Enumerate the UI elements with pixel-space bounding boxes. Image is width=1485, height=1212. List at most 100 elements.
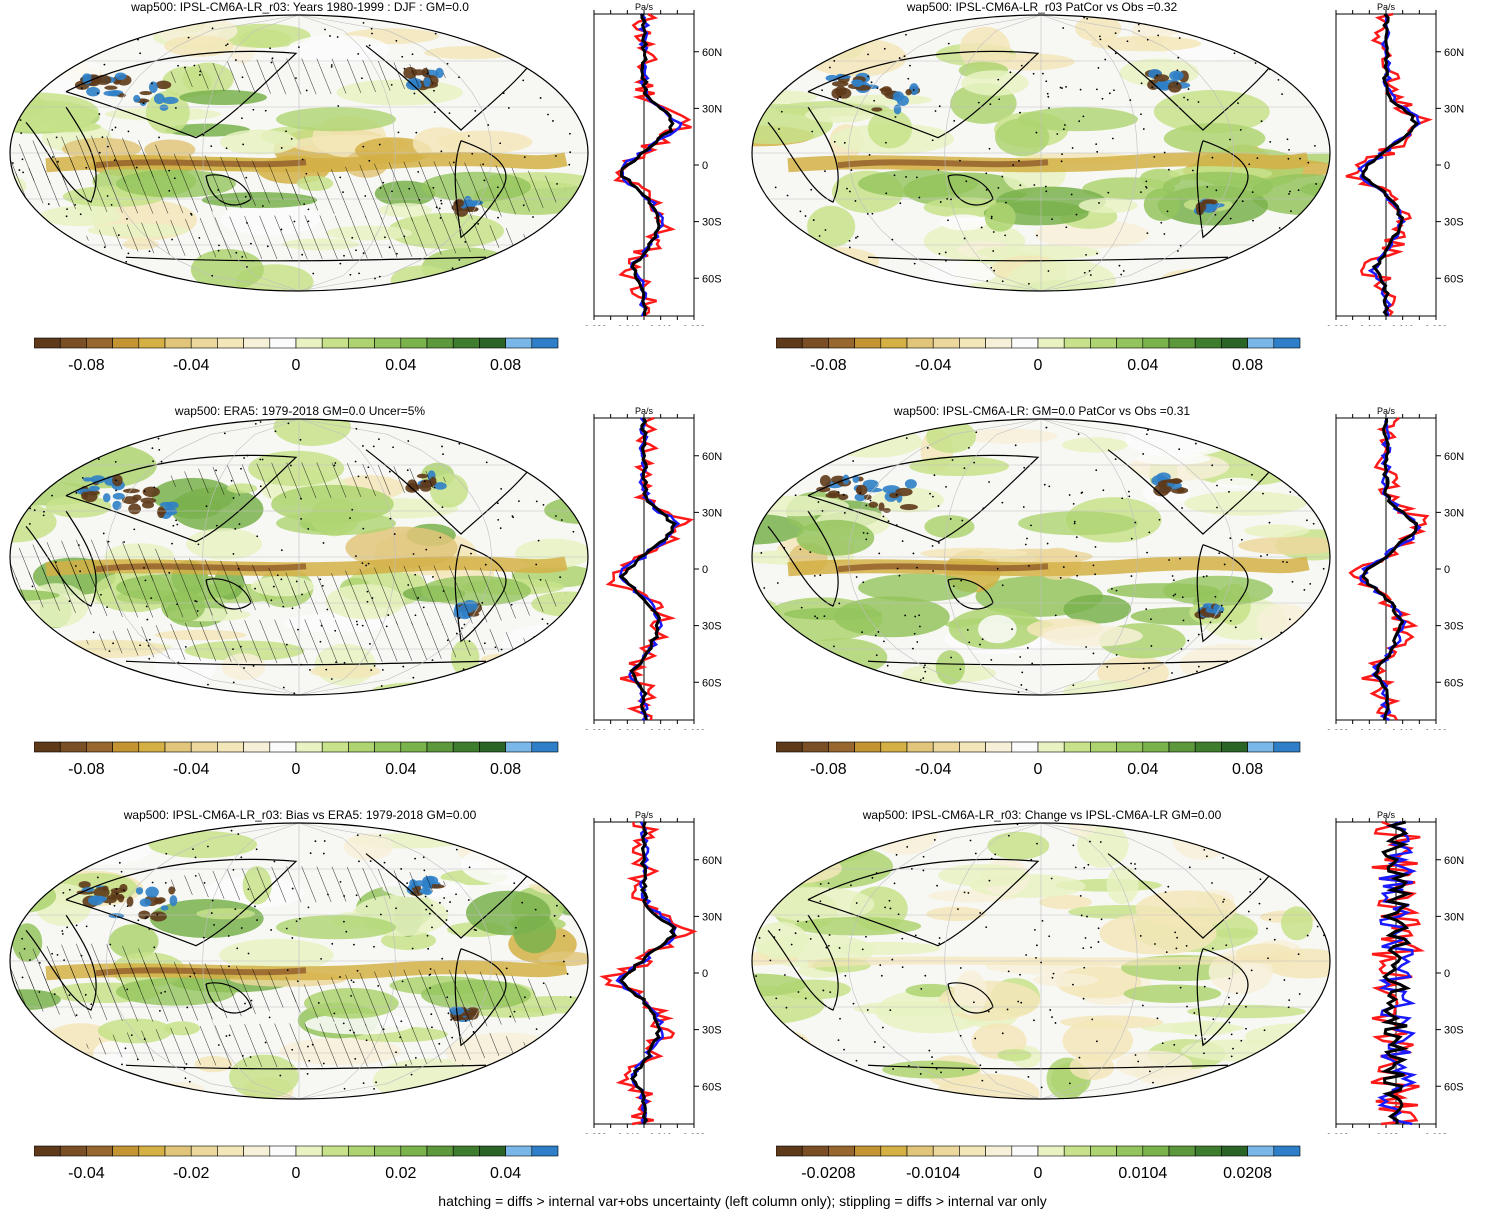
colorbar-tick-label: -0.04: [915, 357, 952, 374]
profile-lat-tick-label: 60N: [702, 451, 722, 463]
profile-lat-tick-label: 60N: [702, 47, 722, 59]
colorbar-tick-label: 0.0104: [1118, 1165, 1167, 1182]
panel-title: wap500: IPSL-CM6A-LR_r03: Bias vs ERA5: …: [123, 808, 477, 822]
profile-lat-tick-label: 30N: [702, 103, 722, 115]
profile-lat-tick-label: 0: [702, 968, 708, 980]
profile-lat-tick-label: 60S: [1444, 273, 1464, 285]
profile-lat-tick-label: 30N: [1444, 911, 1464, 923]
panel-title: wap500: IPSL-CM6A-LR_r03: Change vs IPSL…: [862, 808, 1222, 822]
colorbar-p2: -0.08 -0.04 0 0.04 0.08: [776, 337, 1301, 374]
panel-p4: wap500: IPSL-CM6A-LR: GM=0.0 PatCor vs O…: [742, 404, 1484, 808]
colorbar-p1: -0.08 -0.04 0 0.04 0.08: [34, 337, 559, 374]
panel-p6: wap500: IPSL-CM6A-LR_r03: Change vs IPSL…: [742, 808, 1484, 1212]
zonal-profile-p4: Pa/s -0.030 -0.010 0.010 0.030 60N 30N 0 30S 60S: [1324, 406, 1464, 730]
profile-x-tick-label: -0.030: [582, 1132, 607, 1134]
profile-lat-tick-label: 30N: [702, 507, 722, 519]
colorbar-tick-label: 0: [292, 761, 301, 778]
panel-p5: wap500: IPSL-CM6A-LR_r03: Bias vs ERA5: …: [0, 808, 742, 1212]
zonal-profile-p5: Pa/s -0.030 -0.010 0.010 0.030 60N 30N 0 30S 60S: [582, 810, 722, 1134]
panel-p2: wap500: IPSL-CM6A-LR_r03 PatCor vs Obs =…: [742, 0, 1484, 404]
profile-lat-tick-label: 60N: [702, 855, 722, 867]
colorbar-tick-label: 0.04: [490, 1165, 521, 1182]
profile-x-tick-label: 0.010: [649, 1132, 672, 1134]
profile-x-tick-label: 0.003: [1425, 1132, 1448, 1134]
panel-p1: wap500: IPSL-CM6A-LR_r03: Years 1980-199…: [0, 0, 742, 404]
panel-title: wap500: ERA5: 1979-2018 GM=0.0 Uncer=5%: [174, 404, 426, 418]
profile-x-tick-label: 0.010: [649, 728, 672, 730]
profile-x-tick-label: -0.010: [615, 324, 641, 326]
colorbar-p4: -0.08 -0.04 0 0.04 0.08: [776, 741, 1301, 778]
profile-x-tick-label: 0.030: [1425, 728, 1448, 730]
profile-lat-tick-label: 30N: [702, 911, 722, 923]
colorbar-tick-label: 0: [1034, 761, 1043, 778]
colorbar-tick-label: 0.0208: [1223, 1165, 1272, 1182]
profile-lat-tick-label: 30N: [1444, 103, 1464, 115]
profile-x-tick-label: -0.003: [1373, 1132, 1399, 1134]
colorbar-tick-label: -0.08: [68, 761, 105, 778]
profile-x-tick-label: 0.010: [1391, 324, 1414, 326]
profile-lat-tick-label: 30N: [1444, 507, 1464, 519]
colorbar-tick-label: 0.04: [1127, 357, 1158, 374]
colorbar-tick-label: 0.04: [385, 761, 416, 778]
profile-units: Pa/s: [635, 810, 654, 820]
map-p4: [751, 418, 1331, 696]
zonal-profile-p3: Pa/s -0.030 -0.010 0.010 0.030 60N 30N 0 30S 60S: [582, 406, 722, 730]
profile-lat-tick-label: 60S: [702, 273, 722, 285]
profile-x-tick-label: -0.010: [615, 1132, 641, 1134]
profile-units: Pa/s: [1377, 406, 1396, 416]
figure-footnote: hatching = diffs > internal var+obs unce…: [438, 1193, 1047, 1209]
colorbar-tick-label: 0: [292, 1165, 301, 1182]
profile-x-tick-label: -0.030: [1324, 324, 1349, 326]
profile-x-tick-label: 0.030: [683, 1132, 706, 1134]
profile-lat-tick-label: 0: [1444, 968, 1450, 980]
profile-lat-tick-label: 60N: [1444, 855, 1464, 867]
colorbar-p6: -0.0208 -0.0104 0 0.0104 0.0208: [776, 1145, 1301, 1182]
colorbar-tick-label: -0.02: [173, 1165, 210, 1182]
map-p5: [9, 822, 589, 1100]
zonal-profile-p6: Pa/s -0.009 -0.003 0.003 60N 30N 0 30S 60S: [1324, 810, 1464, 1134]
colorbar-tick-label: 0.04: [1127, 761, 1158, 778]
profile-lat-tick-label: 30S: [1444, 621, 1464, 633]
profile-x-tick-label: 0.030: [683, 728, 706, 730]
colorbar-tick-label: -0.08: [810, 357, 847, 374]
colorbar-tick-label: 0.08: [490, 357, 521, 374]
colorbar-tick-label: -0.04: [173, 357, 210, 374]
panel-title: wap500: IPSL-CM6A-LR_r03: Years 1980-199…: [131, 0, 469, 14]
profile-lat-tick-label: 30S: [702, 217, 722, 229]
profile-x-tick-label: -0.030: [1324, 728, 1349, 730]
colorbar-tick-label: -0.0104: [906, 1165, 960, 1182]
profile-lat-tick-label: 30S: [702, 1025, 722, 1037]
panel-title: wap500: IPSL-CM6A-LR_r03 PatCor vs Obs =…: [906, 0, 1178, 14]
profile-units: Pa/s: [1377, 2, 1396, 12]
colorbar-tick-label: 0.08: [1232, 761, 1263, 778]
map-p6: [751, 822, 1331, 1100]
profile-x-tick-label: 0.010: [1391, 728, 1414, 730]
profile-lat-tick-label: 30S: [1444, 1025, 1464, 1037]
colorbar-p3: -0.08 -0.04 0 0.04 0.08: [34, 741, 559, 778]
colorbar-tick-label: -0.08: [810, 761, 847, 778]
colorbar-tick-label: -0.04: [68, 1165, 105, 1182]
colorbar-tick-label: -0.04: [915, 761, 952, 778]
colorbar-tick-label: 0: [1034, 357, 1043, 374]
colorbar-p5: -0.04 -0.02 0 0.02 0.04: [34, 1145, 559, 1182]
profile-units: Pa/s: [635, 2, 654, 12]
colorbar-tick-label: 0.04: [385, 357, 416, 374]
colorbar-tick-label: 0: [1034, 1165, 1043, 1182]
profile-lat-tick-label: 0: [702, 564, 708, 576]
zonal-profile-p1: Pa/s -0.030 -0.010 0.010 0.030 60N 30N 0 30S 60S: [582, 2, 722, 326]
profile-lat-tick-label: 0: [702, 160, 708, 172]
profile-x-tick-label: -0.010: [1357, 728, 1383, 730]
profile-lat-tick-label: 0: [1444, 160, 1450, 172]
profile-x-tick-label: 0.030: [683, 324, 706, 326]
profile-lat-tick-label: 30S: [702, 621, 722, 633]
profile-x-tick-label: -0.009: [1324, 1132, 1349, 1134]
profile-x-tick-label: -0.010: [615, 728, 641, 730]
colorbar-tick-label: 0: [292, 357, 301, 374]
colorbar-tick-label: -0.04: [173, 761, 210, 778]
map-p3: [9, 418, 589, 696]
profile-lat-tick-label: 60N: [1444, 47, 1464, 59]
profile-x-tick-label: 0.010: [649, 324, 672, 326]
colorbar-tick-label: -0.0208: [801, 1165, 855, 1182]
profile-x-tick-label: -0.030: [582, 728, 607, 730]
panel-title: wap500: IPSL-CM6A-LR: GM=0.0 PatCor vs O…: [893, 404, 1191, 418]
